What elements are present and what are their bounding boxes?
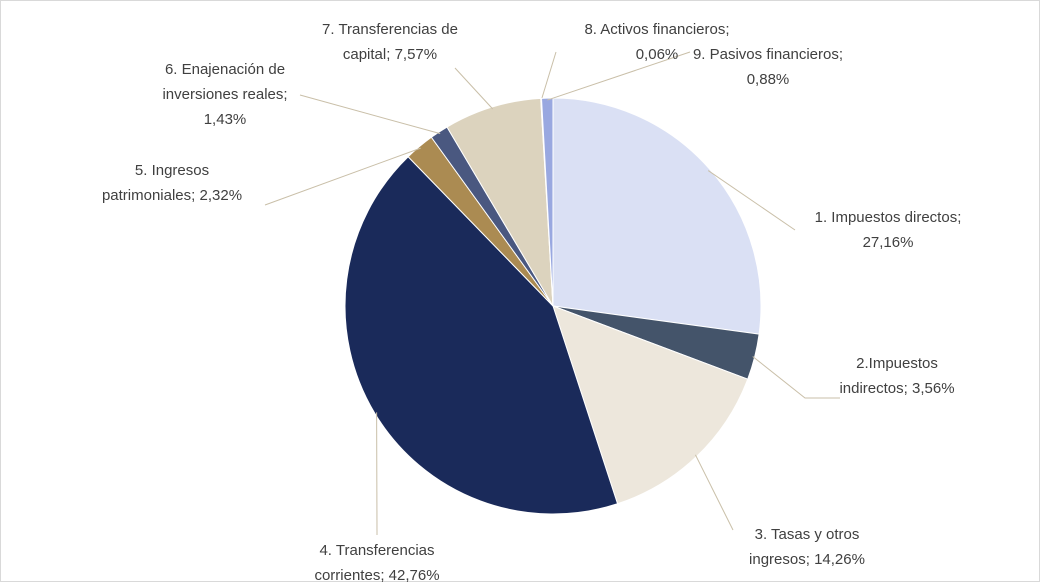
label-line: inversiones reales;: [162, 86, 287, 103]
label-line: 3. Tasas y otros: [755, 526, 864, 543]
label-line: 7. Transferencias de: [322, 21, 462, 38]
label-line: 9. Pasivos financieros;: [693, 46, 843, 63]
leader-line: [454, 67, 494, 110]
leader-line: [299, 94, 441, 135]
slice-label-category: 7. Transferencias de capital;: [322, 21, 462, 63]
slice-label-category: 1. Impuestos directos;: [815, 209, 962, 226]
slice-label-category: 5. Ingresos patrimoniales;: [102, 162, 213, 204]
leader-line: [540, 51, 557, 101]
pie-slice: [552, 97, 762, 335]
leader-line: [707, 170, 796, 231]
slice-label-value: 0,06%: [636, 46, 679, 63]
leader-line: [752, 356, 840, 399]
slice-label-category: 9. Pasivos financieros;: [693, 46, 843, 63]
leader-line: [264, 147, 421, 206]
label-line: 1. Impuestos directos;: [815, 209, 962, 226]
slice-label-category: 4. Transferencias corrientes;: [314, 542, 438, 583]
slice-label-category: 3. Tasas y otros ingresos;: [749, 526, 864, 568]
leader-line: [547, 51, 691, 101]
label-line: corrientes;: [314, 567, 384, 583]
slice-label-value: 0,88%: [747, 71, 790, 88]
slice-label-value: 7,57%: [395, 46, 438, 63]
label-line: indirectos;: [839, 380, 907, 397]
slice-label-category: 8. Activos financieros;: [584, 21, 729, 38]
pie-slice: [446, 97, 554, 307]
label-line: 4. Transferencias: [319, 542, 438, 559]
slice-label-category: 2.Impuestos indirectos;: [839, 355, 942, 397]
label-line: 5. Ingresos: [135, 162, 213, 179]
label-line: capital;: [343, 46, 391, 63]
slice-label-value: 14,26%: [814, 551, 865, 568]
pie-slice: [344, 156, 619, 515]
label-line: 6. Enajenación de: [165, 61, 289, 78]
slice-label-category: 6. Enajenación de inversiones reales;: [162, 61, 289, 103]
label-line: 2.Impuestos: [856, 355, 942, 372]
slice-label-value: 3,56%: [912, 380, 955, 397]
label-line: ingresos;: [749, 551, 810, 568]
slice-label-value: 27,16%: [863, 234, 914, 251]
slice-label-value: 2,32%: [200, 187, 243, 204]
label-line: patrimoniales;: [102, 187, 195, 204]
label-line: 8. Activos financieros;: [584, 21, 729, 38]
slice-label-value: 1,43%: [204, 111, 247, 128]
leader-line: [694, 454, 734, 531]
slice-label-value: 42,76%: [389, 567, 440, 583]
